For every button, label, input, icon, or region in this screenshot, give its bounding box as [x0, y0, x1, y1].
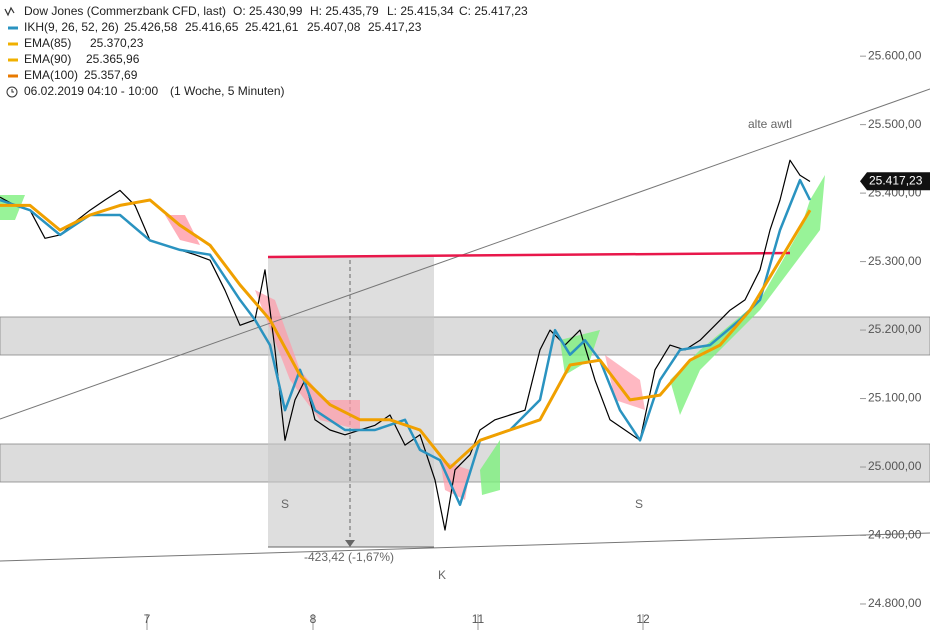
cloud [670, 175, 825, 415]
legend-value: 25.426,58 [124, 20, 178, 34]
legend-name: EMA(85) [24, 36, 71, 50]
x-tick-label: 8 [310, 612, 317, 626]
legend-swatch [8, 74, 18, 78]
chart-icon [4, 6, 15, 17]
header: Dow Jones (Commerzbank CFD, last) O: 25.… [4, 4, 528, 98]
annotation: S [635, 497, 643, 511]
annotation: -423,42 (-1,67%) [304, 550, 394, 564]
price-badge-label: 25.417,23 [869, 173, 923, 187]
ohlc: L: 25.415,34 [387, 4, 454, 18]
ohlc: H: 25.435,79 [310, 4, 379, 18]
series-line [0, 198, 812, 470]
legend-name: IKH(9, 26, 52, 26) [24, 20, 119, 34]
cloud [480, 440, 500, 495]
y-tick-label: 25.600,00 [868, 48, 922, 62]
ohlc: C: 25.417,23 [459, 4, 528, 18]
y-tick-label: 25.500,00 [868, 117, 922, 131]
plot [0, 159, 812, 531]
y-tick-label: 25.200,00 [868, 322, 922, 336]
series-line [0, 178, 812, 506]
measure-arrow [345, 540, 355, 547]
trendline [0, 532, 930, 562]
resistance-zone [0, 316, 930, 356]
period: 06.02.2019 04:10 - 10:00 [24, 84, 158, 98]
clock-icon [6, 86, 18, 98]
annotation: alte awtl [748, 117, 792, 131]
legend-value: 25.416,65 [185, 20, 239, 34]
y-tick-label: 25.000,00 [868, 459, 922, 473]
legend-value: 25.370,23 [90, 36, 144, 50]
legend-name: EMA(100) [24, 68, 78, 82]
y-tick-label: 25.100,00 [868, 391, 922, 405]
legend-value: 25.357,69 [84, 68, 138, 82]
cloud [165, 215, 200, 245]
y-tick-label: 24.900,00 [868, 528, 922, 542]
annotation: S [281, 497, 289, 511]
cloud [255, 290, 360, 430]
x-tick-label: 12 [636, 612, 650, 626]
legend-value: 25.417,23 [368, 20, 422, 34]
legend-value: 25.421,61 [245, 20, 299, 34]
chart-title: Dow Jones (Commerzbank CFD, last) [24, 4, 226, 18]
legend-name: EMA(90) [24, 52, 71, 66]
interval: (1 Woche, 5 Minuten) [170, 84, 285, 98]
trendline [0, 88, 930, 420]
y-tick-label: 24.800,00 [868, 596, 922, 610]
legend-swatch [8, 58, 18, 62]
legend-swatch [8, 26, 18, 30]
clock-icon [11, 89, 14, 93]
annotation: K [438, 568, 446, 582]
legend-value: 25.365,96 [86, 52, 140, 66]
horizontal-line [267, 251, 791, 259]
cloud [440, 460, 470, 500]
x-tick-label: 11 [472, 612, 485, 626]
x-tick-label: 7 [144, 612, 151, 626]
ohlc: O: 25.430,99 [233, 4, 303, 18]
legend-swatch [8, 42, 18, 46]
legend-value: 25.407,08 [307, 20, 361, 34]
price-badge [860, 172, 930, 191]
y-tick-label: 25.300,00 [868, 254, 922, 268]
